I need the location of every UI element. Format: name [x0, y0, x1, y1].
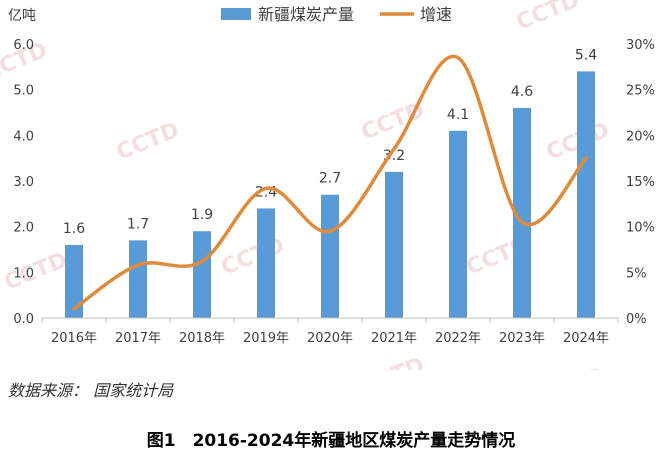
right-axis-tick-label: 25%: [626, 84, 655, 99]
x-axis-tick-label: 2019年: [243, 331, 289, 346]
x-axis-tick-label: 2020年: [307, 331, 353, 346]
data-source: 数据来源： 国家统计局: [8, 381, 174, 400]
bar-data-label: 1.9: [191, 207, 213, 223]
left-axis-unit: 亿吨: [8, 8, 36, 24]
bar: [385, 171, 403, 318]
right-axis-tick-label: 20%: [626, 129, 655, 144]
bar: [321, 194, 339, 318]
left-axis-tick-label: 6.0: [13, 38, 34, 53]
legend-bar-label: 新疆煤炭产量: [258, 5, 354, 24]
watermark-text: CCTD: [538, 363, 608, 370]
x-axis-tick-label: 2021年: [371, 331, 417, 346]
right-axis-tick-label: 10%: [626, 221, 655, 236]
chart: CCTDCCTDCCTDCCTDCCTDCCTDCCTDCCTDCCTDCCTD…: [0, 0, 655, 370]
figure-caption: 图1 2016-2024年新疆地区煤炭产量走势情况: [146, 431, 516, 451]
line-series: [72, 54, 588, 311]
bar-series: 1.6 1.71.92.42.73.24.14.65.4: [63, 47, 597, 319]
right-axis-tick-label: 30%: [626, 38, 655, 53]
left-axis-tick-label: 5.0: [13, 84, 34, 99]
watermark-text: CCTD: [358, 353, 428, 370]
x-axis-tick-label: 2018年: [179, 331, 225, 346]
right-axis: 0% 5% 10% 15% 20% 25% 30%: [626, 38, 655, 327]
left-axis: 亿吨 0.0 1.0 2.0 3.0 4.0 5.0 6.0: [8, 8, 36, 327]
left-axis-tick-label: 2.0: [13, 221, 34, 236]
bar: [449, 130, 467, 318]
watermark-text: CCTD: [218, 233, 288, 281]
left-axis-tick-label: 4.0: [13, 129, 34, 144]
legend: 新疆煤炭产量 增速: [221, 5, 452, 24]
bar: [65, 244, 83, 318]
x-axis: 2016年 2017年 2018年 2019年 2020年 2021年 2022年 2023年…: [41, 317, 619, 346]
growth-line: [72, 54, 588, 311]
x-axis-tick-label: 2016年: [51, 331, 97, 346]
bar-data-label: 1.6: [63, 221, 85, 237]
right-axis-tick-label: 0%: [626, 312, 647, 327]
bar: [193, 231, 211, 318]
x-axis-tick-label: 2023年: [499, 331, 545, 346]
right-axis-tick-label: 15%: [626, 175, 655, 190]
watermark-text: CCTD: [513, 0, 583, 36]
bar-data-label: 2.7: [319, 171, 341, 187]
left-axis-tick-label: 3.0: [13, 175, 34, 190]
bar-data-label: 5.4: [575, 47, 597, 63]
watermark-text: CCTD: [1, 248, 71, 296]
bar: [257, 208, 275, 318]
left-axis-tick-label: 0.0: [13, 312, 34, 327]
x-axis-tick-label: 2024年: [563, 331, 609, 346]
bar: [129, 240, 147, 318]
x-axis-tick-label: 2022年: [435, 331, 481, 346]
right-axis-tick-label: 5%: [626, 266, 647, 281]
legend-line-label: 增速: [420, 5, 452, 24]
left-axis-tick-label: 1.0: [13, 266, 34, 281]
x-axis-tick-label: 2017年: [115, 331, 161, 346]
legend-bar-swatch: [221, 8, 251, 20]
bar-data-label: 4.1: [447, 107, 469, 123]
bar: [577, 71, 595, 319]
watermark-text: CCTD: [113, 118, 183, 166]
bar: [513, 107, 531, 318]
bar-data-label: 4.6: [511, 84, 533, 100]
bar-data-label: 1.7: [127, 216, 149, 232]
